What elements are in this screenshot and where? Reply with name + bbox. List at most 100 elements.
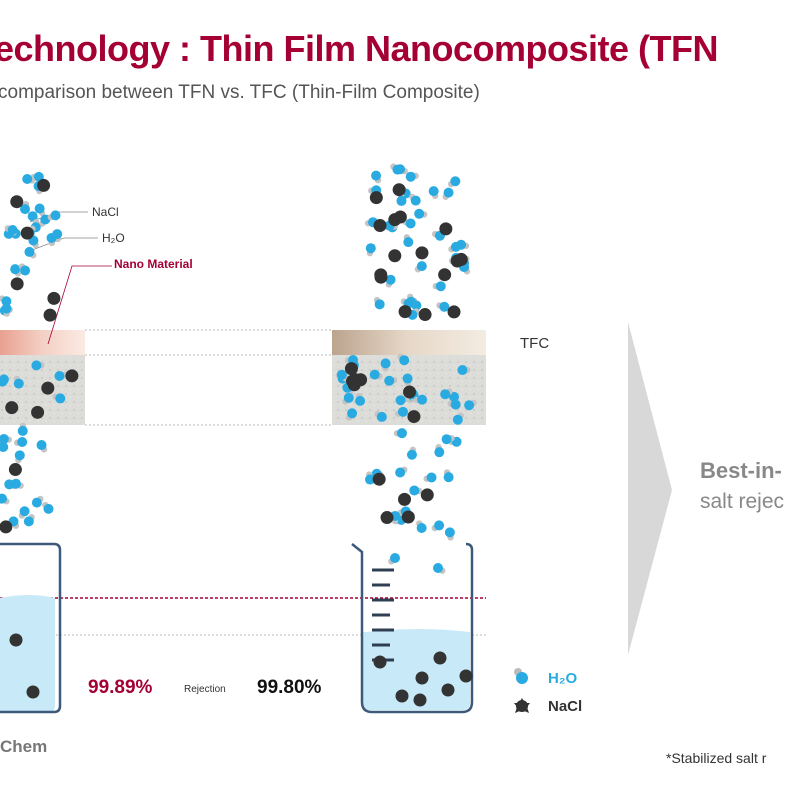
water-molecule [414, 208, 428, 219]
salt-particle [401, 510, 415, 524]
salt-particle [10, 277, 24, 291]
water-molecule [380, 358, 391, 372]
salt-particle [0, 520, 13, 534]
water-molecule [416, 520, 427, 533]
water-molecule [52, 393, 66, 404]
water-molecule [402, 373, 413, 387]
water-molecule [18, 506, 30, 519]
water-molecule [403, 234, 414, 248]
water-molecule [24, 246, 37, 259]
salt-particle [43, 308, 57, 322]
salt-particle [344, 362, 358, 376]
water-molecule [23, 514, 35, 527]
salt-particle [37, 178, 51, 192]
water-molecule [443, 469, 454, 483]
brand-logo-text: Chem [0, 737, 48, 756]
water-molecule [31, 495, 44, 508]
water-molecule [434, 444, 445, 458]
salt-particle [398, 305, 412, 319]
water-molecule [428, 186, 439, 200]
water-molecule [14, 450, 25, 464]
water-molecule [447, 176, 461, 188]
water-molecule [385, 274, 396, 288]
tfc-rejection-value: 99.80% [257, 677, 322, 698]
salt-particle [347, 378, 361, 392]
rejection-label: Rejection [184, 684, 226, 695]
water-molecule [4, 224, 18, 235]
water-molecule [42, 501, 54, 514]
water-molecule [46, 232, 57, 247]
water-molecule [47, 210, 61, 221]
water-molecule [433, 563, 446, 574]
water-molecule [31, 360, 45, 371]
water-molecule [436, 301, 450, 312]
salt-particle [398, 492, 412, 506]
water-molecule [431, 520, 445, 532]
salt-particle [418, 308, 432, 322]
water-molecule [365, 243, 376, 257]
water-molecule [384, 375, 398, 386]
salt-particle [393, 210, 407, 224]
water-molecule [342, 392, 354, 405]
salt-particle [459, 669, 473, 683]
water-molecule [397, 353, 410, 366]
water-molecule [10, 264, 22, 277]
salt-particle [380, 511, 394, 525]
callout-line2: salt rejec [700, 490, 785, 513]
water-molecule [409, 193, 421, 206]
salt-particle [5, 401, 19, 415]
water-molecule [441, 434, 455, 445]
water-molecule [444, 527, 455, 541]
water-molecule [1, 303, 12, 317]
salt-particle [454, 252, 468, 266]
tfn-rejection-value: 99.89% [88, 677, 153, 698]
salt-particle [441, 683, 455, 697]
water-molecule [17, 422, 28, 436]
salt-particle [415, 671, 429, 685]
water-molecule [413, 394, 428, 405]
water-molecule [13, 375, 24, 389]
salt-particle [447, 305, 461, 319]
water-molecule [414, 261, 427, 273]
salt-particle [41, 381, 55, 395]
salt-particle [10, 195, 24, 209]
water-molecule [373, 296, 385, 310]
page-title: echnology : Thin Film Nanocomposite (TFN [0, 28, 719, 69]
water-molecule [0, 433, 13, 444]
water-molecule [36, 440, 48, 453]
salt-particle [403, 385, 417, 399]
water-molecule [14, 436, 28, 447]
water-molecule [371, 170, 382, 184]
water-molecule [355, 392, 366, 406]
water-molecule [365, 471, 376, 485]
water-molecule [447, 399, 461, 410]
tfn-beaker [0, 542, 62, 714]
salt-particle [373, 218, 387, 232]
water-molecule [395, 406, 408, 417]
salt-particle [8, 463, 22, 477]
water-molecule [369, 369, 383, 380]
page-subtitle: comparison between TFN vs. TFC (Thin-Fil… [0, 82, 480, 103]
water-molecule [0, 493, 10, 505]
salt-particle [413, 693, 427, 707]
water-molecule [395, 466, 408, 478]
nacl-label: NaCl [92, 205, 119, 219]
salt-particle [65, 369, 79, 383]
water-molecule [432, 281, 446, 292]
water-molecule [456, 239, 470, 250]
legend-h2o-icon [514, 668, 528, 684]
water-molecule [374, 410, 387, 422]
water-molecule [393, 428, 407, 439]
water-molecule [10, 478, 24, 489]
footnote: *Stabilized salt r [666, 750, 767, 766]
result-arrow [628, 322, 672, 655]
water-molecule [0, 376, 8, 387]
salt-particle [392, 183, 406, 197]
water-molecule [20, 200, 31, 215]
nano-material-label: Nano Material [114, 257, 193, 271]
legend-nacl-icon [514, 698, 530, 713]
salt-particle [373, 655, 387, 669]
water-molecule [423, 472, 437, 483]
water-molecule [406, 446, 417, 460]
